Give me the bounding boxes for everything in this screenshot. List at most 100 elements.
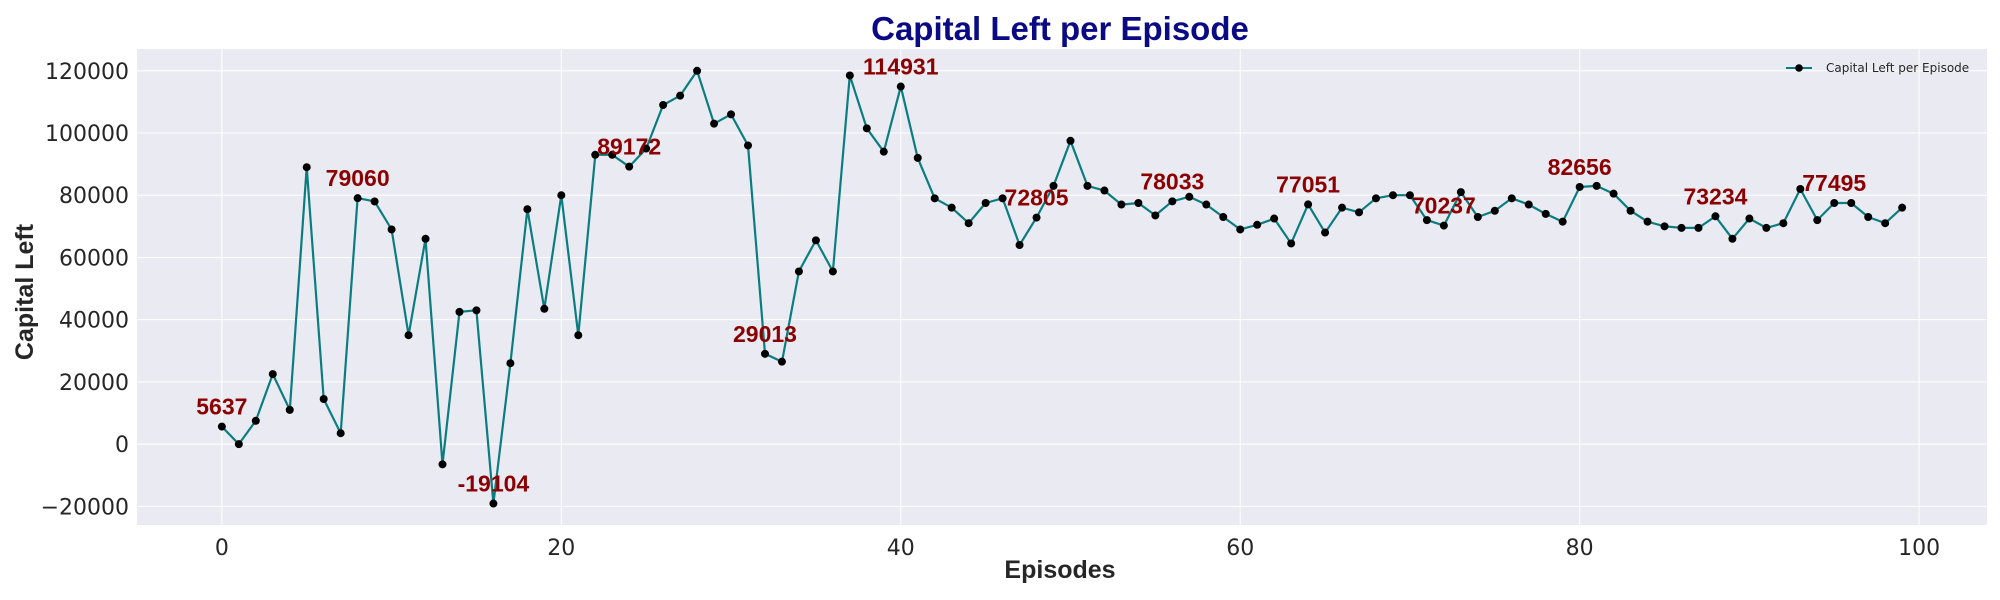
y-tick-label: 40000 (59, 309, 129, 334)
legend: Capital Left per Episode (1786, 61, 1969, 75)
data-point (1643, 217, 1652, 226)
data-point (1575, 182, 1584, 191)
data-point (760, 349, 769, 358)
data-label: 82656 (1548, 154, 1612, 180)
data-point (1168, 197, 1177, 206)
y-tick-label: 100000 (45, 122, 129, 147)
data-point (1287, 239, 1296, 248)
data-point (744, 141, 753, 150)
data-point (1439, 221, 1448, 230)
data-point (777, 357, 786, 366)
data-point (811, 236, 820, 245)
data-point (557, 191, 566, 200)
y-tick-label: −20000 (41, 495, 129, 520)
data-point (1083, 181, 1092, 190)
data-point (1626, 206, 1635, 215)
data-point (574, 331, 583, 340)
data-point (1270, 214, 1279, 223)
data-point (1371, 194, 1380, 203)
data-point (1728, 234, 1737, 243)
data-point (1355, 208, 1364, 217)
data-point (336, 429, 345, 438)
data-point (217, 422, 226, 431)
data-point (506, 359, 515, 368)
data-point (1711, 212, 1720, 221)
x-tick-label: 20 (547, 536, 575, 561)
data-label: 77051 (1276, 171, 1340, 197)
y-tick-label: 120000 (45, 60, 129, 85)
data-point (1456, 188, 1465, 197)
data-point (981, 199, 990, 207)
data-label: 79060 (326, 165, 390, 191)
data-point (913, 153, 922, 162)
data-point (608, 150, 617, 159)
data-point (1202, 200, 1211, 209)
data-point (387, 225, 396, 234)
data-point (370, 197, 379, 206)
data-point (998, 194, 1007, 203)
data-point (472, 306, 481, 315)
legend-label: Capital Left per Episode (1826, 61, 1969, 75)
data-point (268, 370, 277, 379)
data-point (285, 405, 294, 414)
data-point (540, 304, 549, 313)
data-point (1813, 216, 1822, 225)
data-point (1422, 216, 1431, 225)
data-point (1066, 136, 1075, 145)
y-tick-label: 20000 (59, 371, 129, 396)
data-point (251, 416, 260, 425)
data-point (659, 101, 668, 109)
data-point (1694, 223, 1703, 232)
data-point (1100, 186, 1109, 195)
data-point (438, 460, 447, 469)
data-point (1338, 203, 1347, 212)
data-point (845, 71, 854, 80)
data-point (1049, 181, 1058, 190)
data-point (1473, 213, 1482, 221)
data-point (930, 194, 939, 203)
data-point (1490, 206, 1499, 215)
data-point (1762, 223, 1771, 232)
y-tick-label: 0 (115, 433, 129, 458)
data-label: 29013 (733, 321, 797, 347)
x-tick-label: 100 (1898, 536, 1940, 561)
data-point (1864, 213, 1873, 221)
data-point (1779, 219, 1788, 228)
data-point (1253, 220, 1262, 229)
data-point (1405, 191, 1414, 200)
data-label: 89172 (597, 134, 661, 160)
data-point (693, 66, 702, 75)
data-point (1660, 222, 1669, 231)
data-point (1388, 191, 1397, 200)
data-point (1592, 181, 1601, 190)
data-point (1524, 200, 1533, 209)
x-tick-label: 60 (1226, 536, 1254, 561)
data-point (1151, 211, 1160, 220)
data-point (353, 194, 362, 203)
data-label: 78033 (1140, 168, 1204, 194)
data-point (964, 219, 973, 228)
data-point (625, 162, 634, 171)
data-point (234, 440, 243, 449)
data-series (217, 66, 1907, 508)
data-point (1117, 200, 1126, 209)
data-point (1847, 199, 1856, 207)
data-point (642, 144, 651, 153)
data-point (591, 150, 600, 159)
data-point (404, 331, 413, 340)
data-point (1219, 213, 1228, 221)
y-tick-label: 60000 (59, 246, 129, 271)
data-point (489, 499, 498, 508)
data-point (947, 203, 956, 212)
data-point (794, 267, 803, 276)
data-point (1304, 200, 1313, 209)
data-point (1558, 217, 1567, 226)
data-point (1032, 213, 1041, 222)
data-point (1796, 185, 1805, 193)
axis-ticks: 0 20 40 60 80 100 −20000 0 20000 40000 60000 80000 1… (41, 60, 1941, 561)
data-point (455, 307, 464, 316)
data-point (879, 147, 888, 156)
data-point (1507, 194, 1516, 203)
data-point (727, 110, 736, 119)
data-label: 77495 (1802, 170, 1866, 196)
